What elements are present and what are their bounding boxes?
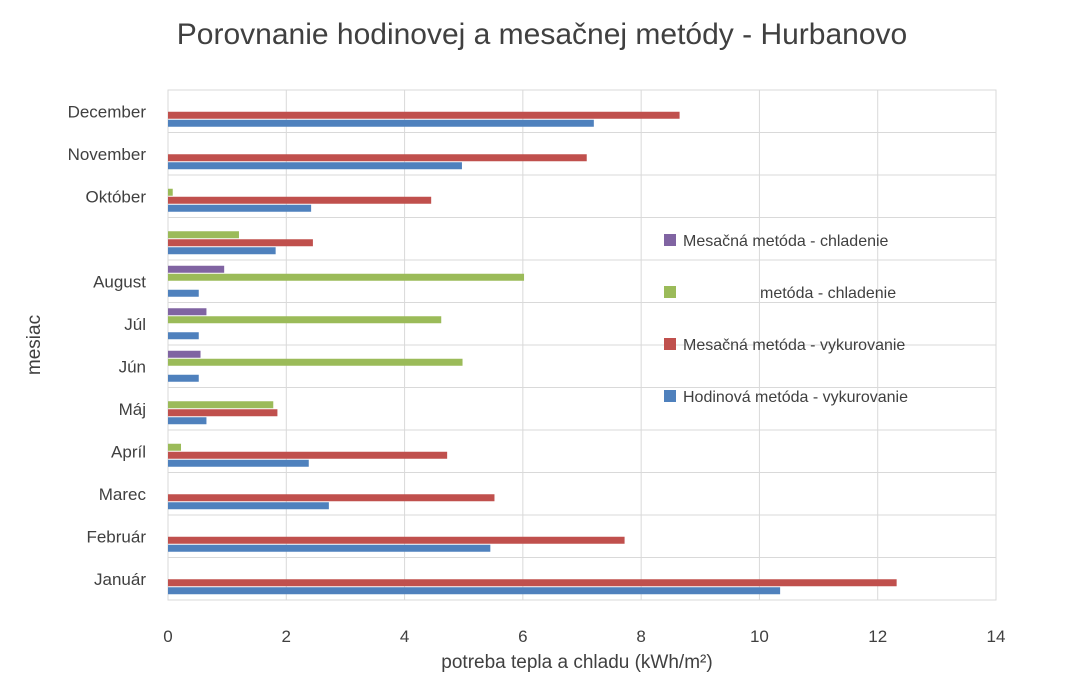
legend-swatch xyxy=(664,286,676,298)
legend-swatch xyxy=(664,390,676,402)
bar xyxy=(168,443,182,451)
bar xyxy=(168,451,448,459)
bar xyxy=(168,536,625,544)
bar xyxy=(168,350,201,358)
bar xyxy=(168,231,239,239)
bar xyxy=(168,289,199,297)
legend-label: Mesačná metóda - vykurovanie xyxy=(683,337,905,354)
x-tick-label: 10 xyxy=(750,627,769,646)
legend-swatch xyxy=(664,234,676,246)
y-tick-label: Júl xyxy=(124,315,146,334)
y-tick-label: August xyxy=(93,272,146,291)
legend-swatch xyxy=(664,338,676,350)
x-tick-label: 0 xyxy=(163,627,172,646)
x-tick-label: 4 xyxy=(400,627,409,646)
y-axis-label: mesiac xyxy=(24,315,45,375)
bar xyxy=(168,587,781,595)
bar xyxy=(168,265,225,273)
x-tick-label: 6 xyxy=(518,627,527,646)
x-tick-label: 2 xyxy=(282,627,291,646)
bar xyxy=(168,308,207,316)
bar xyxy=(168,358,463,366)
bar xyxy=(168,316,442,324)
bar xyxy=(168,239,313,247)
bar xyxy=(168,247,276,255)
bar xyxy=(168,273,525,281)
bar xyxy=(168,417,207,425)
bar xyxy=(168,196,432,204)
bar xyxy=(168,579,897,587)
bar xyxy=(168,119,594,127)
legend-label: Mesačná metóda - chladenie xyxy=(683,233,889,250)
bar xyxy=(168,544,491,552)
x-tick-label: 14 xyxy=(987,627,1006,646)
x-tick-label: 12 xyxy=(868,627,887,646)
y-tick-label: December xyxy=(68,102,147,121)
chart-title: Porovnanie hodinovej a mesačnej metódy -… xyxy=(176,18,908,51)
bar xyxy=(168,374,199,382)
y-tick-label: November xyxy=(68,145,147,164)
legend-label: Hodinová metóda - vykurovanie xyxy=(683,389,908,406)
bar xyxy=(168,459,309,467)
y-tick-label: Január xyxy=(94,570,146,589)
bar xyxy=(168,494,495,502)
bar xyxy=(168,502,329,510)
y-tick-label: Marec xyxy=(99,485,147,504)
x-axis-label: potreba tepla a chladu (kWh/m²) xyxy=(441,652,712,673)
bar xyxy=(168,409,278,417)
y-tick-label: Február xyxy=(86,527,146,546)
bar xyxy=(168,111,680,119)
y-tick-label: Máj xyxy=(119,400,146,419)
legend-label: metóda - chladenie xyxy=(760,285,896,302)
bar xyxy=(168,162,462,170)
y-tick-label: Október xyxy=(86,187,147,206)
bar xyxy=(168,401,274,409)
bar xyxy=(168,204,312,212)
x-tick-label: 8 xyxy=(636,627,645,646)
y-tick-label: Apríl xyxy=(111,442,146,461)
y-tick-label: Jún xyxy=(119,357,146,376)
bar xyxy=(168,188,173,196)
bar xyxy=(168,332,199,340)
bar xyxy=(168,154,587,162)
